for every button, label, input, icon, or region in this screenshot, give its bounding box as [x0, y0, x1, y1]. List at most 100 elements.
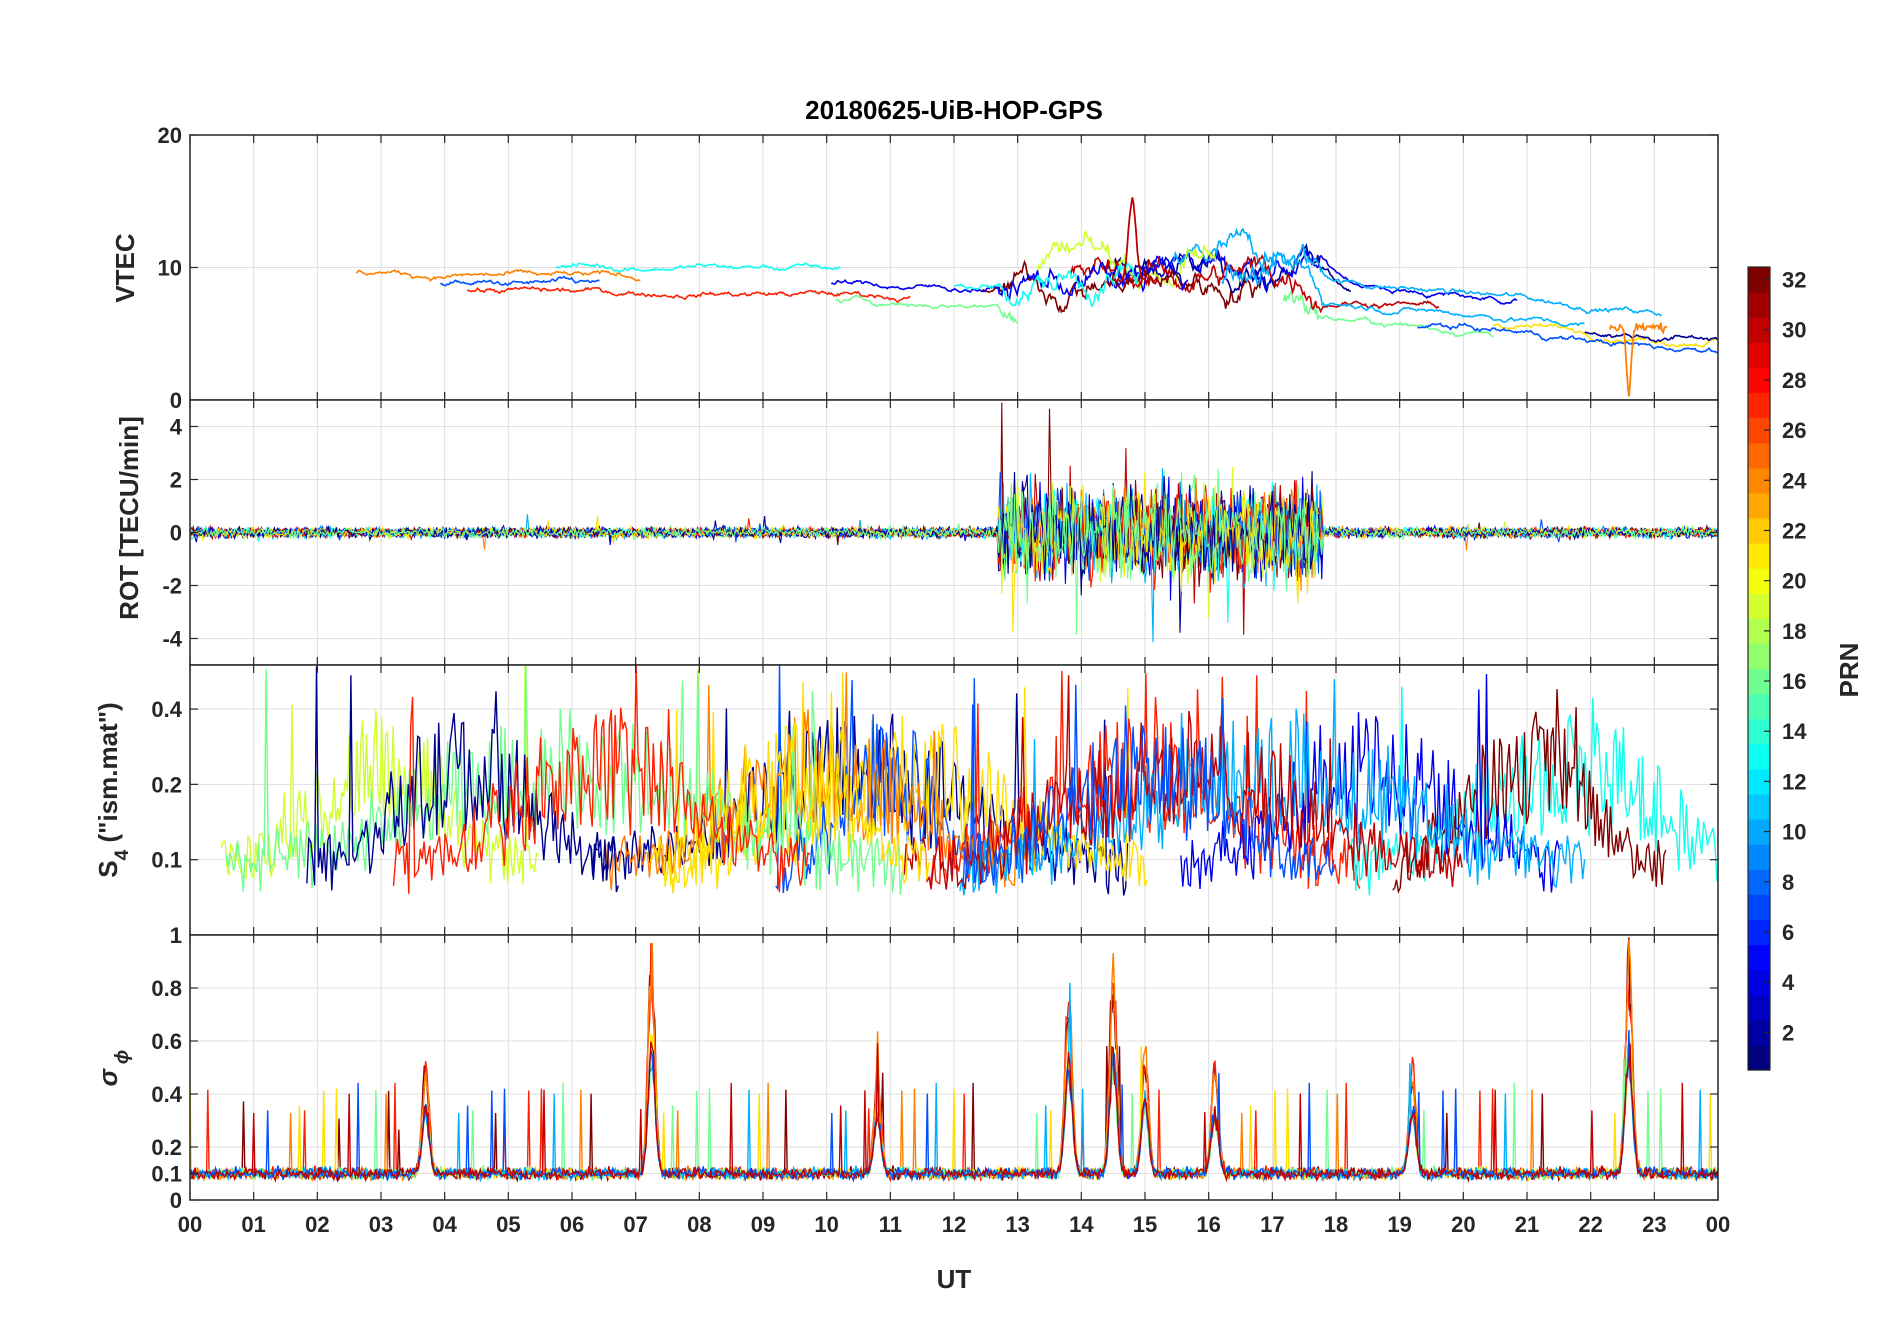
x-tick-label: 20 [1451, 1212, 1475, 1237]
vtec-series [954, 261, 1141, 308]
colorbar-tick-label: 20 [1782, 569, 1806, 594]
x-tick-label: 00 [178, 1212, 202, 1237]
colorbar-segment [1748, 844, 1770, 870]
x-tick-label: 13 [1005, 1212, 1029, 1237]
x-tick-label: 08 [687, 1212, 711, 1237]
colorbar-tick-label: 12 [1782, 769, 1806, 794]
x-tick-label: 23 [1642, 1212, 1666, 1237]
x-tick-label: 18 [1324, 1212, 1348, 1237]
colorbar-segment [1748, 317, 1770, 343]
chart-title: 20180625-UiB-HOP-GPS [805, 95, 1103, 125]
x-tick-label: 15 [1133, 1212, 1157, 1237]
colorbar-segment [1748, 618, 1770, 645]
colorbar-segment [1748, 1019, 1770, 1046]
x-tick-label: 17 [1260, 1212, 1284, 1237]
colorbar-tick-label: 14 [1782, 719, 1807, 744]
colorbar-tick-label: 28 [1782, 368, 1806, 393]
vtec-series [440, 275, 600, 287]
y-tick-label: 4 [170, 415, 183, 440]
x-tick-label: 12 [942, 1212, 966, 1237]
x-axis-label: UT [937, 1264, 972, 1294]
colorbar-segment [1748, 267, 1770, 293]
colorbar-segment [1748, 944, 1770, 971]
colorbar-segment [1748, 292, 1770, 318]
s4-axis-label: S4 ("ism.mat") [93, 702, 133, 877]
sigma-lines [190, 937, 1718, 1183]
colorbar-segment [1748, 442, 1770, 469]
vtec-series [1492, 322, 1718, 348]
colorbar-segment [1748, 392, 1770, 419]
colorbar-label: PRN [1834, 643, 1864, 698]
colorbar-tick-label: 6 [1782, 920, 1794, 945]
x-tick-label: 14 [1069, 1212, 1094, 1237]
y-tick-label: 0.1 [151, 848, 182, 873]
rot-panel: -4 -2 0 2 4 [162, 399, 1719, 666]
colorbar-segment [1748, 668, 1770, 695]
vtec-series [466, 286, 911, 304]
colorbar-tick-label: 16 [1782, 669, 1806, 694]
x-tick-label: 04 [432, 1212, 457, 1237]
colorbar-tick-label: 32 [1782, 268, 1806, 293]
y-tick-label: 0 [170, 521, 182, 546]
vtec-peak-series [1112, 197, 1159, 288]
vtec-axis-label: VTEC [110, 233, 140, 303]
x-tick-label: 05 [496, 1212, 520, 1237]
x-tick-label: 21 [1515, 1212, 1539, 1237]
rot-axis-label: ROT [TECU/min] [114, 416, 144, 620]
colorbar-segment [1748, 467, 1770, 494]
vtec-lines [355, 197, 1718, 397]
s4-series [306, 666, 619, 893]
y-tick-label-top: 1 [170, 923, 182, 948]
colorbar-segment [1748, 492, 1770, 519]
y-tick-label: 2 [170, 468, 182, 493]
colorbar-segment [1748, 367, 1770, 394]
x-tick-label: 19 [1387, 1212, 1411, 1237]
s4-lines [220, 665, 1718, 896]
y-tick-label: 0 [170, 1188, 182, 1213]
sigma-series [190, 1041, 1718, 1183]
colorbar-segment [1748, 919, 1770, 946]
y-tick-label: 20 [158, 123, 182, 148]
colorbar-tick-label: 8 [1782, 870, 1794, 895]
y-tick-label: 0.6 [151, 1029, 182, 1054]
vtec-series [555, 262, 841, 273]
s4-series [649, 672, 930, 887]
x-tick-label: 11 [879, 1212, 902, 1237]
y-tick-label: 0.2 [151, 772, 182, 797]
y-tick-label: 0.4 [151, 1082, 182, 1107]
vtec-series [1282, 289, 1494, 338]
vtec-series [830, 256, 1189, 301]
colorbar-tick-label: 2 [1782, 1020, 1794, 1045]
x-tick-label: 22 [1578, 1212, 1602, 1237]
x-tick-label: 10 [814, 1212, 838, 1237]
colorbar-tick-label: 10 [1782, 820, 1806, 845]
vtec-series [1172, 227, 1662, 317]
s4-panel: 0.1 0.2 0.4 [151, 664, 1719, 936]
colorbar-tick-label: 22 [1782, 518, 1806, 543]
rot-series [190, 481, 1718, 624]
colorbar-segment [1748, 819, 1770, 845]
vtec-series [1221, 250, 1585, 327]
x-tick-label: 00 [1706, 1212, 1730, 1237]
colorbar-segment [1748, 718, 1770, 745]
colorbar-segment [1748, 568, 1770, 594]
vtec-dip-series [1608, 321, 1668, 397]
colorbar-tick-label: 18 [1782, 619, 1806, 644]
colorbar-segment [1748, 517, 1770, 544]
s4-series [220, 665, 539, 885]
vtec-series [1069, 254, 1440, 314]
colorbar-segment [1748, 768, 1770, 795]
y-tick-label: 0.8 [151, 976, 182, 1001]
colorbar-segment [1748, 593, 1770, 619]
y-tick-label: -2 [162, 574, 182, 599]
colorbar-tick-label: 24 [1782, 468, 1807, 493]
vtec-series [982, 259, 1261, 314]
x-tick-label: 07 [623, 1212, 647, 1237]
colorbar-segment [1748, 342, 1770, 368]
rot-lines [190, 402, 1718, 643]
colorbar-tick-label: 26 [1782, 418, 1806, 443]
colorbar-frame [1747, 266, 1771, 1071]
x-tick-label: 06 [560, 1212, 584, 1237]
